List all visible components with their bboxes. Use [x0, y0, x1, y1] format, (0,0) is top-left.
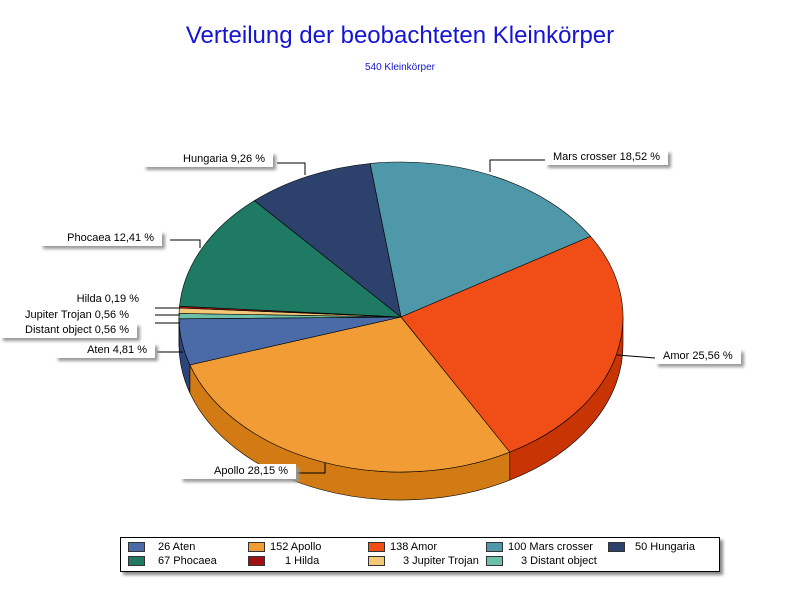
label-hungaria: Hungaria 9,26 %: [143, 152, 273, 167]
leader-line: [277, 162, 306, 175]
leader-line: [489, 159, 545, 172]
legend-text: 1 Hilda: [285, 555, 320, 567]
legend-text: 100 Mars crosser: [508, 541, 593, 553]
label-jupiter-trojan: Jupiter Trojan 0,56 %: [0, 308, 137, 323]
leader-line: [170, 239, 201, 248]
legend-text: 67 Phocaea: [158, 555, 217, 567]
label-apollo: Apollo 28,15 %: [180, 464, 296, 479]
leader-line: [616, 354, 656, 359]
label-mars-crosser: Mars crosser 18,52 %: [545, 150, 668, 165]
legend-text: 3 Distant object: [521, 555, 597, 567]
chart-title: Verteilung der beobachteten Kleinkörper: [185, 22, 615, 49]
legend-text: 26 Aten: [158, 541, 196, 553]
pie-slice-phocaea: [179, 200, 402, 318]
label-distant-object: Distant object 0,56 %: [0, 323, 137, 338]
label-phocaea: Phocaea 12,41 %: [40, 231, 162, 246]
pie-slice-apollo: [189, 316, 511, 473]
pie-slice-mars-crosser: [369, 161, 592, 318]
legend-swatch: [128, 542, 145, 552]
legend-text: 50 Hungaria: [635, 541, 695, 553]
label-hilda: Hilda 0,19 %: [50, 292, 147, 307]
legend: 26 Aten 152 Apollo 138 Amor 100 Mars cro…: [120, 537, 720, 572]
pie-slice-amor: [400, 236, 624, 453]
chart-subtitle: 540 Kleinkörper: [364, 62, 436, 73]
label-amor: Amor 25,56 %: [655, 349, 741, 364]
pie-slice-hungaria: [253, 163, 402, 318]
legend-text: 152 Apollo: [270, 541, 322, 553]
legend-text: 3 Jupiter Trojan: [403, 555, 479, 567]
label-aten: Aten 4,81 %: [55, 343, 155, 358]
leader-line: [296, 463, 326, 474]
legend-text: 138 Amor: [390, 541, 438, 553]
